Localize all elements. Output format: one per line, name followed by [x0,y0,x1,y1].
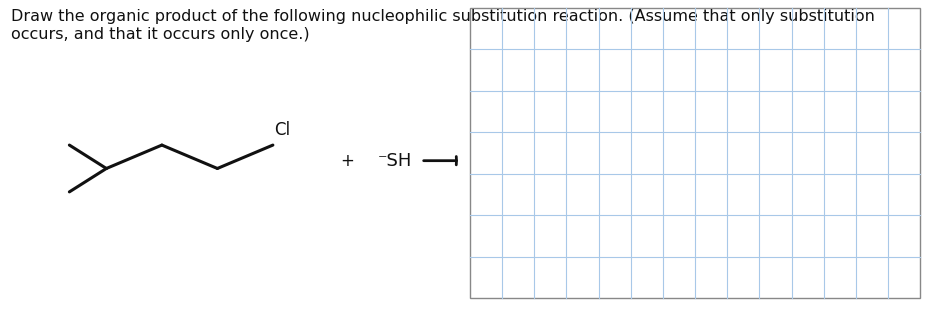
Text: Cl: Cl [274,121,290,139]
Text: +: + [340,152,353,170]
Bar [470,8,920,298]
Text: ⁻SH: ⁻SH [377,152,412,170]
Text: Draw the organic product of the following nucleophilic substitution reaction. (A: Draw the organic product of the followin… [11,9,875,42]
